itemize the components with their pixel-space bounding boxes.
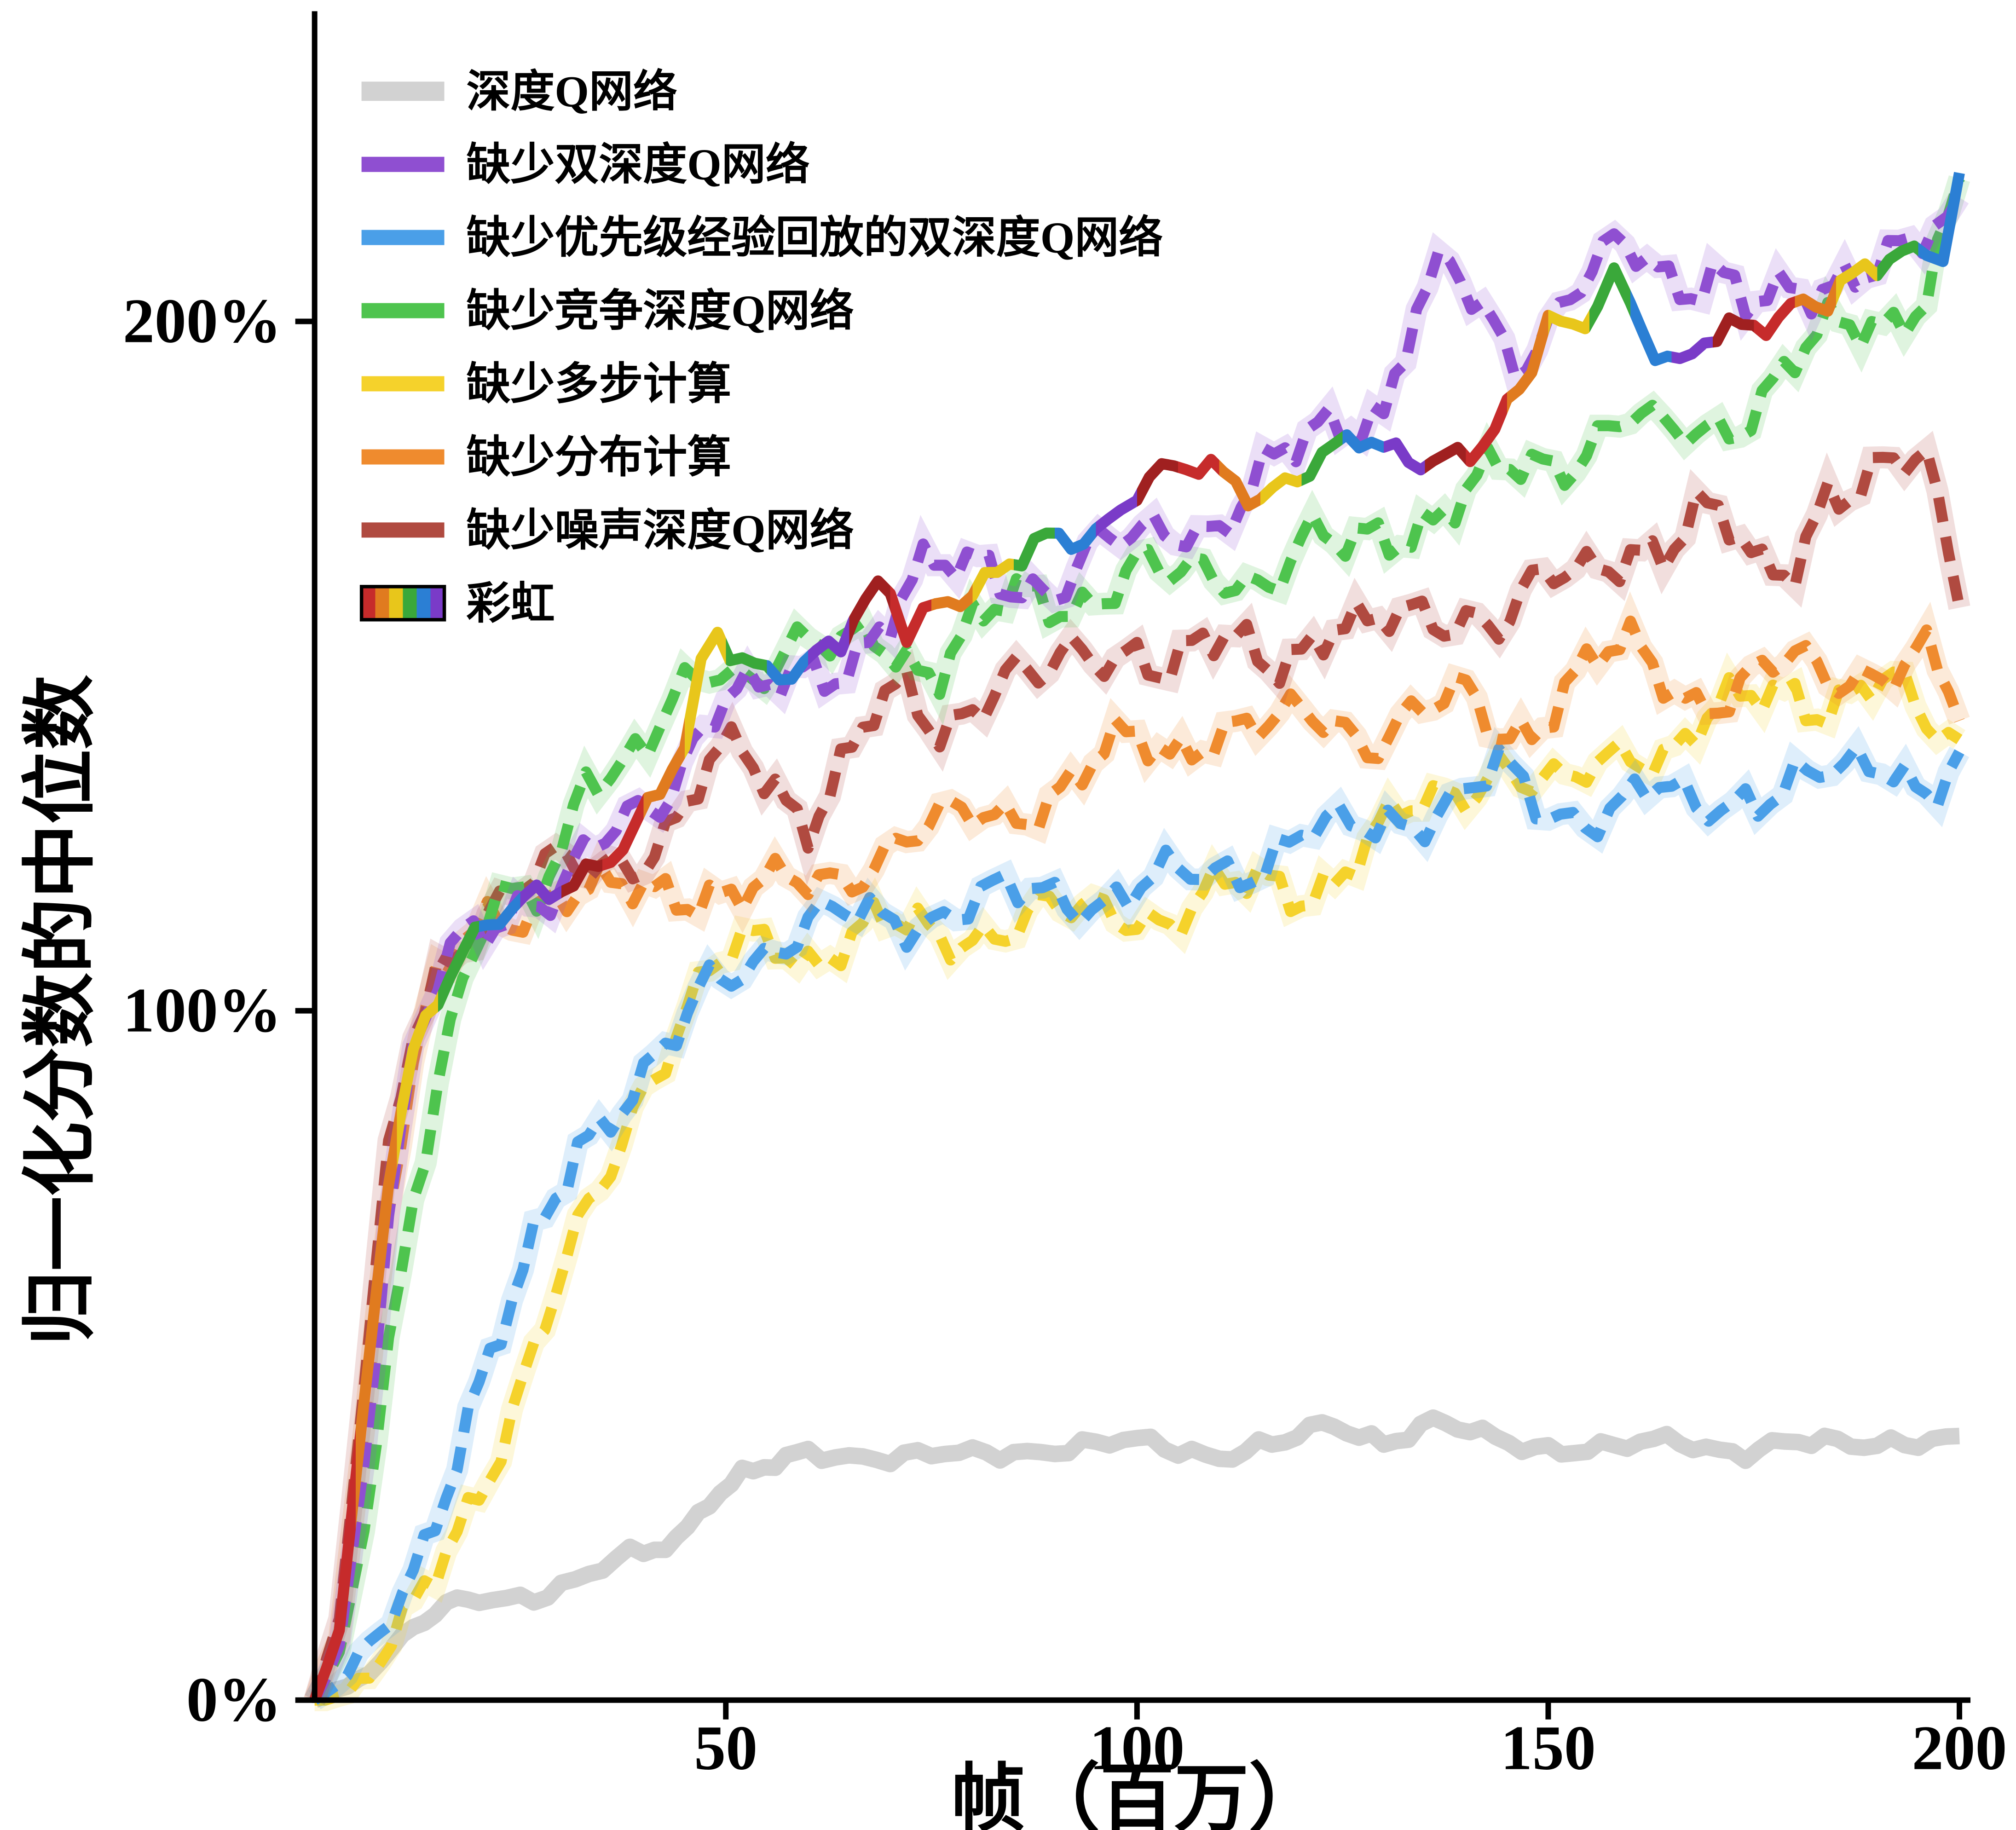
- legend-label-rainbow: 彩虹: [467, 579, 555, 628]
- legend-label-no-multistep: 缺少多步计算: [467, 359, 732, 409]
- legend-item-no-noisy: 缺少噪声深度Q网络: [361, 506, 854, 555]
- legend-label-no-priority: 缺少优先级经验回放的双深度Q网络: [467, 213, 1163, 262]
- series-line-no-noisy: [309, 445, 1965, 1702]
- x-tick-label: 200: [1912, 1713, 2007, 1783]
- legend-item-no-distributional: 缺少分布计算: [361, 433, 732, 482]
- legend-item-no-priority: 缺少优先级经验回放的双深度Q网络: [361, 213, 1163, 262]
- series-line-no-multistep: [314, 666, 1963, 1706]
- series-line-no-dueling: [310, 177, 1965, 1703]
- series-line-no-distributional: [309, 615, 1965, 1702]
- legend-label-no-distributional: 缺少分布计算: [467, 433, 732, 482]
- legend-item-dqn: 深度Q网络: [361, 67, 677, 116]
- legend-item-no-dueling: 缺少竞争深度Q网络: [361, 286, 854, 335]
- series-halo-no-distributional: [304, 591, 1970, 1704]
- y-axis-title: 归一化分数的中位数: [20, 675, 102, 1345]
- y-tick-label: 100%: [123, 975, 282, 1045]
- axes-layer: 50 100 150 200 0% 100% 200%: [123, 11, 2007, 1783]
- legend-item-rainbow: 彩虹: [359, 579, 555, 628]
- y-tick-label: 0%: [186, 1664, 282, 1735]
- legend-label-dqn: 深度Q网络: [467, 67, 677, 116]
- x-axis-title: 帧（百万）: [951, 1759, 1323, 1830]
- legend-label-no-dueling: 缺少竞争深度Q网络: [467, 286, 854, 335]
- legend: 深度Q网络缺少双深度Q网络缺少优先级经验回放的双深度Q网络缺少竞争深度Q网络缺少…: [359, 67, 1163, 628]
- series-line-rainbow: [309, 172, 1965, 1702]
- series-line-no-double: [309, 194, 1964, 1703]
- series-line-no-priority: [312, 741, 1964, 1705]
- legend-label-no-noisy: 缺少噪声深度Q网络: [467, 506, 854, 555]
- x-tick-label: 50: [694, 1713, 757, 1783]
- x-tick-label: 100: [1089, 1713, 1184, 1783]
- x-tick-label: 150: [1501, 1713, 1596, 1783]
- series-layer: [304, 172, 1970, 1711]
- series-line-dqn: [311, 1409, 1960, 1708]
- legend-item-no-double: 缺少双深度Q网络: [361, 140, 810, 189]
- legend-swatch-rainbow: [359, 585, 446, 622]
- legend-item-no-multistep: 缺少多步计算: [361, 359, 732, 409]
- y-tick-label: 200%: [123, 286, 282, 356]
- legend-label-no-double: 缺少双深度Q网络: [467, 140, 810, 189]
